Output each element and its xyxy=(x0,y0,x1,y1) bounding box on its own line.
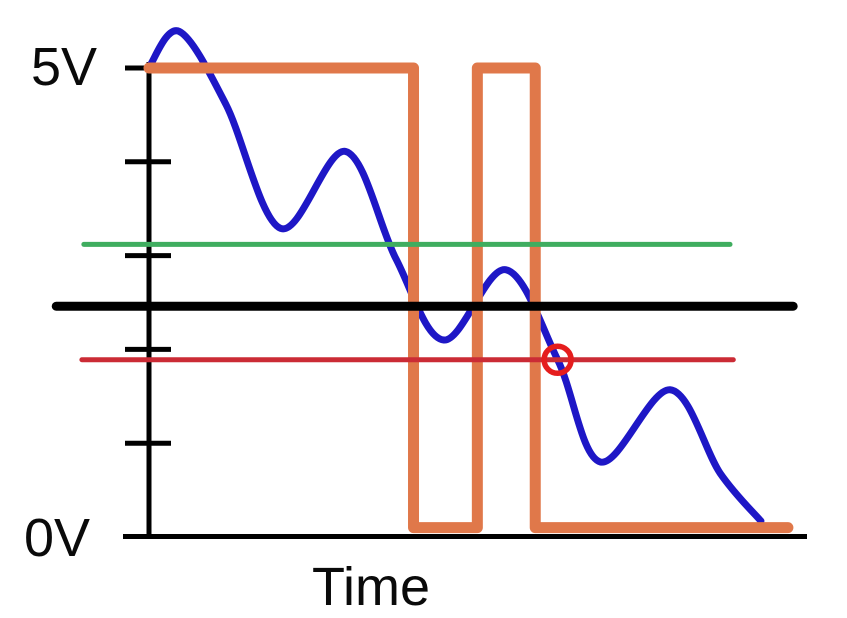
threshold-crossing-marker xyxy=(541,343,574,376)
x-axis-title: Time xyxy=(312,557,430,617)
digital-output-signal-path xyxy=(143,62,794,534)
y-axis-min-label: 0V xyxy=(23,508,90,568)
y-axis-max-label: 5V xyxy=(30,37,97,97)
axes xyxy=(123,62,807,539)
analog-input-signal-path xyxy=(145,27,765,525)
